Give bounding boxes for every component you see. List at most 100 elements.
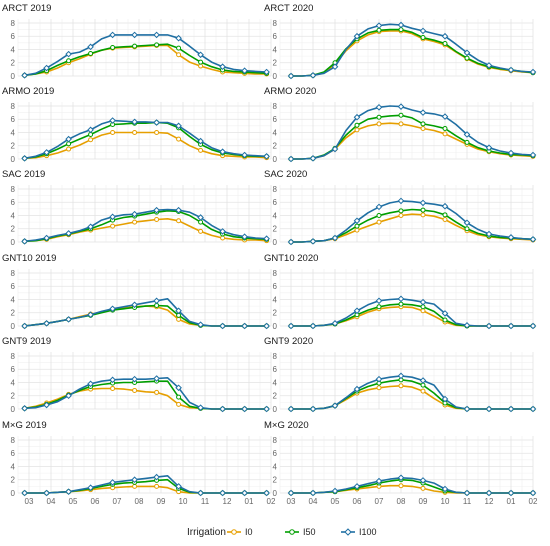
y-tick-label: 6 (273, 365, 278, 374)
series-line-i50 (291, 28, 534, 77)
y-tick-label: 8 (273, 19, 278, 28)
data-point (376, 212, 382, 218)
data-point (463, 131, 471, 138)
data-point (175, 483, 182, 490)
data-point (376, 385, 382, 391)
series-line-i100 (291, 298, 533, 327)
data-point (219, 228, 226, 235)
data-point (131, 375, 138, 383)
data-point (442, 216, 448, 222)
data-point (287, 405, 295, 413)
x-tick-label: 04 (309, 497, 318, 506)
data-point (354, 223, 360, 229)
data-point (131, 476, 138, 484)
data-point (420, 308, 426, 314)
x-tick-label: 05 (69, 497, 78, 506)
x-tick-label: 08 (397, 497, 406, 506)
y-tick-label: 0 (11, 238, 16, 247)
data-point (420, 212, 426, 218)
x-tick-label: 07 (113, 497, 122, 506)
y-tick-label: 2 (11, 225, 16, 234)
data-point (197, 214, 204, 221)
legend-title: Irrigation (187, 527, 226, 538)
data-point (176, 45, 182, 51)
data-point (219, 322, 226, 330)
series-line-i50 (24, 43, 267, 77)
data-point (420, 126, 426, 132)
data-point (398, 383, 404, 389)
y-tick-label: 8 (273, 269, 278, 278)
data-point (219, 405, 226, 413)
panel-title: M×G 2020 (264, 420, 309, 431)
data-point (419, 27, 427, 35)
data-point (198, 147, 204, 153)
y-tick-label: 2 (273, 59, 278, 68)
data-point (219, 148, 226, 156)
data-point (287, 238, 295, 246)
data-point (331, 234, 339, 242)
data-point (197, 489, 204, 497)
data-point (66, 58, 72, 64)
panel-title: ARCT 2020 (264, 3, 313, 14)
data-point (65, 316, 72, 323)
series-i100 (287, 295, 537, 330)
data-point (331, 487, 339, 495)
y-tick-label: 0 (11, 405, 16, 414)
y-tick-label: 2 (273, 476, 278, 485)
data-point (375, 203, 383, 211)
panel-title: M×G 2019 (2, 420, 47, 431)
data-point (376, 219, 382, 225)
x-tick-label: 11 (201, 497, 210, 506)
data-point (21, 405, 28, 412)
data-point (263, 235, 270, 242)
data-point (132, 219, 138, 225)
x-tick-label: 06 (353, 497, 362, 506)
data-point (376, 114, 382, 120)
data-point (309, 322, 317, 330)
data-point (21, 322, 28, 330)
data-point (65, 392, 72, 400)
data-point (87, 43, 94, 51)
data-point (263, 68, 270, 76)
panel-background (18, 19, 271, 76)
data-point (309, 489, 317, 497)
x-tick-label: 02 (267, 497, 276, 506)
data-point (154, 389, 160, 395)
data-point (376, 121, 382, 127)
y-tick-label: 6 (273, 449, 278, 458)
data-point (198, 228, 204, 234)
data-point (175, 34, 182, 42)
data-point (132, 129, 138, 135)
panel-arct-2019: 0 2 4 6 8 ARCT 2019 (2, 3, 272, 81)
data-point (463, 49, 471, 57)
data-point (241, 151, 248, 159)
data-point (464, 139, 470, 145)
data-point (507, 322, 515, 330)
panel-armo-2019: 0 2 4 6 8 ARMO 2019 (2, 86, 272, 164)
y-tick-label: 0 (273, 489, 278, 498)
data-point (375, 22, 383, 29)
series-i100 (287, 372, 537, 413)
data-point (398, 112, 404, 118)
data-point (442, 212, 448, 218)
x-tick-label: 10 (441, 497, 450, 506)
data-point (87, 223, 94, 231)
data-point (110, 223, 116, 229)
data-point (485, 322, 493, 330)
y-tick-label: 8 (273, 185, 278, 194)
data-point (464, 226, 470, 232)
panel-background (280, 185, 533, 242)
data-point (241, 489, 248, 497)
data-point (309, 405, 317, 413)
data-point (398, 212, 404, 218)
data-point (131, 31, 138, 39)
panel-background (18, 269, 271, 326)
data-point (397, 295, 405, 303)
data-point (463, 322, 471, 329)
data-point (441, 485, 449, 493)
panel-background (280, 102, 533, 159)
y-tick-label: 2 (11, 59, 16, 68)
